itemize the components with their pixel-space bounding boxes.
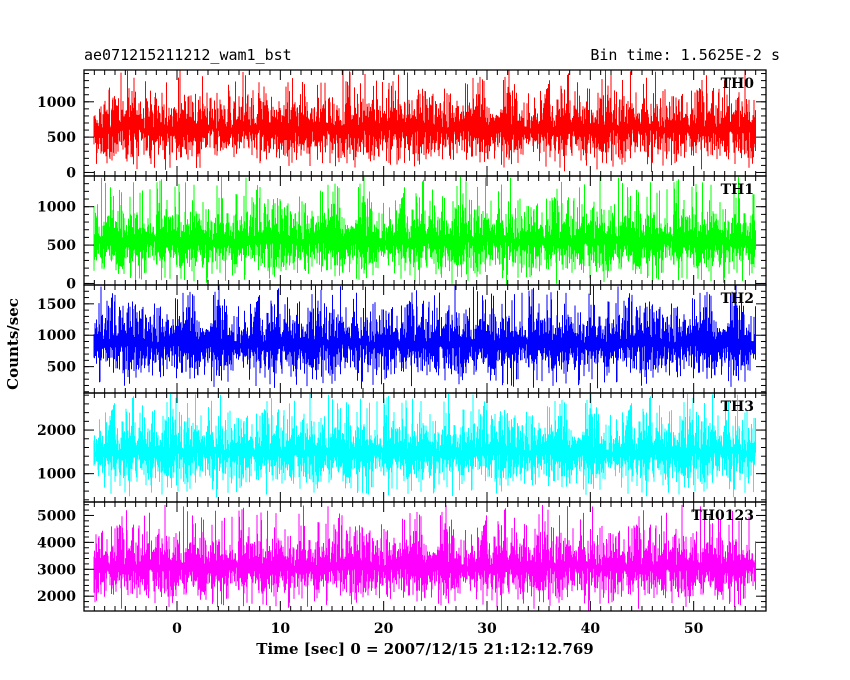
y-axis-label: Counts/sec	[4, 298, 22, 390]
y-tick-label: 500	[47, 238, 76, 254]
y-tick-label: 1000	[37, 467, 76, 483]
panel-label: TH2	[721, 291, 754, 307]
series-th0-signal	[93, 70, 756, 172]
panels: 0 500 1000 TH0 0 500 1000 TH1 500 1000 1500 TH2 1000…	[37, 69, 767, 612]
panel-label: TH1	[721, 182, 754, 198]
x-tick-label: 10	[271, 621, 291, 637]
panel-label: TH0123	[691, 508, 754, 524]
y-tick-label: 2000	[37, 589, 76, 605]
y-tick-label: 4000	[37, 535, 76, 551]
y-tick-label: 1000	[37, 95, 76, 111]
x-tick-label: 50	[684, 621, 704, 637]
panel-label: TH3	[721, 399, 754, 415]
y-tick-label: 5000	[37, 508, 76, 524]
y-tick-label: 1000	[37, 200, 76, 216]
chart-title-right: Bin time: 1.5625E-2 s	[590, 46, 780, 64]
series-th3-signal	[93, 393, 756, 498]
x-tick-label: 40	[581, 621, 601, 637]
series-th1-signal	[93, 176, 756, 285]
panel-th2: 500 1000 1500 TH2	[37, 284, 767, 394]
y-tick-label: 0	[66, 276, 76, 292]
y-tick-label: 500	[47, 130, 76, 146]
y-tick-label: 0	[66, 165, 76, 181]
y-tick-label: 1500	[37, 297, 76, 313]
series-th0123-signal	[93, 504, 756, 611]
y-tick-label: 2000	[37, 423, 76, 439]
panel-th0: 0 500 1000 TH0	[37, 69, 767, 181]
panel-th1: 0 500 1000 TH1	[37, 175, 767, 292]
x-tick-label: 30	[477, 621, 497, 637]
x-tick-label: 0	[172, 621, 182, 637]
x-axis-tick-labels: 0 10 20 30 40 50	[172, 621, 704, 637]
y-tick-label: 3000	[37, 562, 76, 578]
series-th2-signal	[93, 285, 756, 389]
panel-th0123: 2000 3000 4000 5000 TH0123	[37, 501, 767, 612]
x-axis-label: Time [sec] 0 = 2007/12/15 21:12:12.769	[256, 640, 593, 658]
chart-title-left: ae071215211212_wam1_bst	[84, 46, 292, 64]
panel-label: TH0	[721, 76, 755, 92]
x-tick-label: 20	[374, 621, 394, 637]
panel-th3: 1000 2000 TH3	[37, 392, 767, 503]
y-tick-label: 1000	[37, 328, 76, 344]
y-tick-label: 500	[47, 360, 76, 376]
